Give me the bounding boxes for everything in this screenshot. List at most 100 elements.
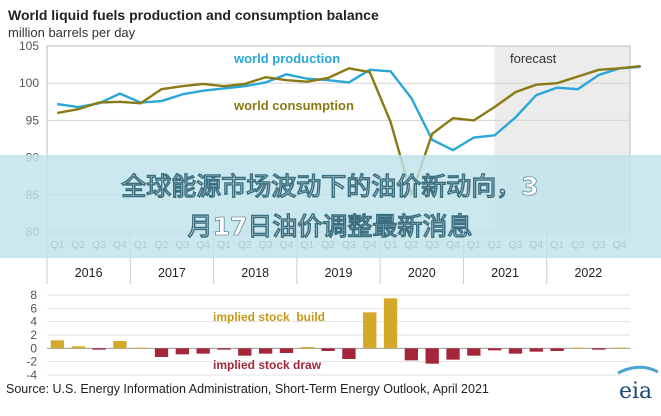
stock-change-bar (508, 348, 523, 354)
bar-y-tick-label: 4 (30, 315, 37, 329)
line-y-tick-label: 95 (26, 113, 40, 127)
series-point (410, 97, 412, 99)
bar-chart-bars (50, 298, 627, 364)
series-point (369, 69, 371, 71)
series-point (639, 65, 642, 67)
eia-logo-swoosh-icon (617, 365, 659, 375)
series-point (452, 117, 454, 119)
series-point (494, 106, 496, 108)
series-point (181, 93, 183, 95)
bar-y-tick-label: 8 (30, 288, 37, 302)
year-tick-label: 2022 (574, 266, 602, 280)
series-point (514, 91, 517, 93)
stock-change-bar (175, 348, 190, 355)
series-point (473, 136, 475, 139)
annotation-implied-stock-build: implied stock build (213, 310, 325, 324)
series-point (202, 90, 204, 92)
series-point (556, 87, 558, 89)
year-tick-label: 2016 (75, 266, 103, 280)
year-tick-label: 2020 (408, 266, 436, 280)
series-point (77, 106, 79, 108)
stock-change-bar (279, 348, 294, 353)
series-point (618, 67, 621, 69)
overlay-headline-line2: 月17日油价调整最新消息 (187, 212, 473, 241)
series-point (202, 83, 204, 85)
legend-label-world-consumption: world consumption (233, 98, 354, 113)
series-point (77, 108, 79, 110)
series-point (285, 73, 288, 75)
bar-y-tick-label: -4 (26, 368, 37, 382)
stock-change-bar (383, 298, 398, 349)
forecast-label: forecast (510, 51, 557, 66)
bar-y-tick-label: 6 (30, 301, 37, 315)
series-point (265, 81, 267, 84)
series-point (327, 79, 329, 81)
eia-logo: eia (617, 365, 659, 404)
year-tick-label: 2017 (158, 266, 186, 280)
bar-chart-grid (47, 294, 630, 376)
series-point (535, 94, 537, 96)
series-point (473, 119, 475, 121)
year-tick-label: 2019 (325, 266, 353, 280)
series-point (244, 85, 246, 87)
stock-change-bar (134, 347, 148, 349)
stock-change-bar (258, 348, 273, 354)
series-point (119, 93, 121, 95)
series-point (306, 81, 308, 83)
stock-change-bar (92, 348, 106, 350)
line-y-tick-label: 100 (19, 76, 39, 90)
stock-change-bar (113, 341, 127, 349)
series-point (431, 133, 433, 135)
annotation-implied-stock-draw: implied stock draw (213, 358, 322, 372)
series-point (244, 83, 246, 85)
series-point (598, 74, 600, 76)
bar-y-tick-label: 0 (30, 341, 37, 355)
line-y-tick-label: 105 (19, 39, 39, 53)
overlay-headline-line1: 全球能源市场波动下的油价新动向，3 (120, 172, 538, 201)
series-point (577, 75, 579, 78)
series-point (56, 112, 59, 114)
series-point (181, 85, 183, 87)
stock-change-bar (196, 348, 210, 354)
overlay-band (0, 155, 661, 258)
stock-change-bar (217, 348, 231, 350)
series-point (535, 84, 537, 86)
series-point (119, 101, 121, 103)
eia-logo-text: eia (619, 379, 652, 404)
series-point (556, 82, 558, 84)
series-point (160, 100, 163, 102)
legend-label-world-production: world production (233, 51, 340, 66)
stock-change-bar (300, 347, 314, 349)
year-tick-label: 2018 (241, 266, 269, 280)
stock-change-bar (404, 348, 419, 361)
stock-change-bar (446, 348, 460, 360)
stock-change-bar (238, 348, 252, 356)
stock-change-bar (529, 348, 543, 352)
series-point (598, 69, 600, 71)
series-point (389, 70, 392, 72)
series-point (265, 76, 267, 78)
stock-change-bar (363, 312, 377, 349)
series-point (285, 79, 288, 81)
stock-change-bar (592, 348, 606, 350)
series-point (98, 101, 100, 104)
series-point (327, 77, 329, 79)
stock-change-bar (571, 347, 585, 349)
series-point (389, 121, 392, 123)
series-point (160, 88, 163, 90)
series-point (431, 139, 433, 141)
series-point (223, 85, 225, 87)
stock-change-bar (321, 348, 335, 351)
stock-change-bar (71, 346, 85, 349)
stock-change-bar (50, 340, 65, 349)
series-point (577, 88, 579, 90)
chart-subtitle: million barrels per day (8, 25, 136, 40)
chart-title: World liquid fuels production and consum… (8, 7, 379, 23)
series-point (348, 81, 350, 84)
bar-y-tick-label: 2 (30, 328, 37, 342)
series-point (306, 78, 308, 80)
series-point (452, 149, 454, 151)
